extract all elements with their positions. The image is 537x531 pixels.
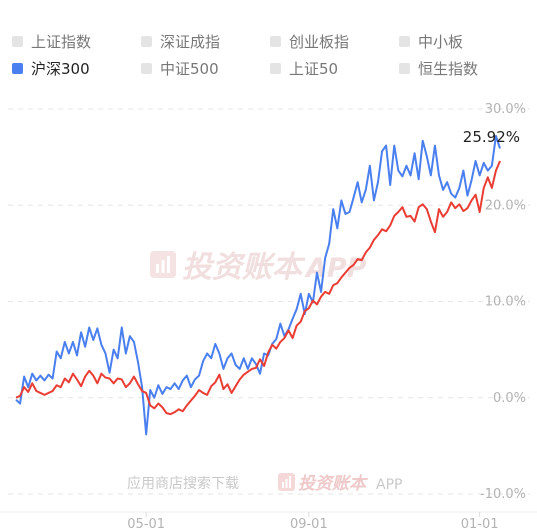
legend-label: 沪深300 bbox=[31, 59, 90, 78]
benchmark-series-line bbox=[15, 134, 501, 436]
legend-label: 深证成指 bbox=[160, 32, 221, 51]
legend-swatch bbox=[141, 35, 152, 47]
x-tick-label: 01-01 bbox=[461, 517, 499, 531]
legend-label: 恒生指数 bbox=[418, 59, 479, 78]
legend-item-sse50[interactable]: 上证50 bbox=[270, 57, 338, 79]
x-tick-label: 09-01 bbox=[290, 517, 328, 531]
y-axis-ticks: 30.0% 20.0% 10.0% 0.0% -10.0% bbox=[480, 102, 526, 502]
store-logo-icon bbox=[278, 473, 295, 491]
store-hint-text: 应用商店搜索下载 bbox=[127, 475, 239, 492]
legend-swatch bbox=[270, 62, 281, 74]
last-value-label: 25.92% bbox=[463, 128, 520, 146]
watermark-logo-icon bbox=[150, 251, 176, 278]
legend-item-shenzhen-component[interactable]: 深证成指 bbox=[141, 30, 220, 52]
legend-item-chinext[interactable]: 创业板指 bbox=[270, 30, 349, 52]
legend-item-sme-board[interactable]: 中小板 bbox=[399, 30, 463, 52]
y-tick-label: 30.0% bbox=[485, 102, 526, 117]
legend-label: 中证500 bbox=[160, 59, 219, 78]
store-brand: 投资账本 bbox=[298, 474, 369, 494]
legend-label: 中小板 bbox=[418, 32, 464, 51]
legend-swatch bbox=[12, 62, 23, 74]
legend-swatch bbox=[12, 35, 23, 47]
legend-item-csi500[interactable]: 中证500 bbox=[141, 57, 219, 79]
legend-swatch bbox=[141, 62, 152, 74]
x-axis-ticks: 05-01 09-01 01-01 bbox=[127, 512, 499, 531]
store-download-hint: 应用商店搜索下载 投资账本 APP bbox=[127, 473, 402, 494]
legend-label: 上证50 bbox=[289, 59, 339, 78]
store-suffix: APP bbox=[376, 477, 402, 493]
watermark-brand: 投资账本 bbox=[182, 250, 306, 285]
legend-swatch bbox=[270, 35, 281, 47]
legend-item-shanghai-composite[interactable]: 上证指数 bbox=[12, 30, 91, 52]
y-tick-label: 0.0% bbox=[493, 391, 526, 406]
y-tick-label: 10.0% bbox=[485, 295, 526, 310]
y-tick-label: -10.0% bbox=[480, 487, 526, 502]
legend-item-hang-seng[interactable]: 恒生指数 bbox=[399, 57, 478, 79]
gridlines bbox=[8, 108, 530, 495]
x-tick-label: 05-01 bbox=[127, 517, 165, 531]
legend-swatch bbox=[399, 35, 410, 47]
portfolio-series-line bbox=[15, 160, 501, 416]
series-lines bbox=[15, 134, 501, 436]
legend-item-csi300[interactable]: 沪深300 bbox=[12, 57, 90, 79]
legend-label: 创业板指 bbox=[289, 32, 350, 51]
legend-label: 上证指数 bbox=[31, 32, 92, 51]
y-tick-label: 20.0% bbox=[485, 198, 526, 213]
legend-swatch bbox=[399, 62, 410, 74]
watermark-suffix: APP bbox=[304, 253, 367, 284]
watermark: 投资账本 APP bbox=[150, 250, 367, 285]
